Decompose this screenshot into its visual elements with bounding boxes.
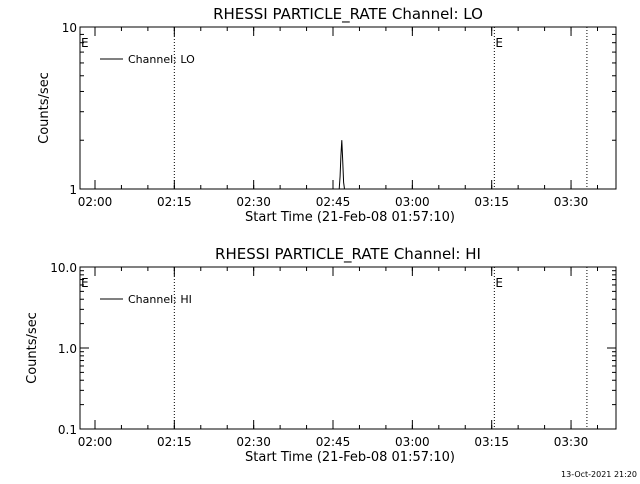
x-axis-label: Start Time (21-Feb-08 01:57:10): [245, 210, 455, 225]
y-tick-label: 1.0: [58, 342, 77, 356]
event-marker-label: E: [495, 276, 503, 290]
x-tick-label: 02:30: [236, 195, 271, 209]
x-tick-label: 03:30: [554, 435, 589, 449]
x-tick-label: 02:15: [157, 195, 192, 209]
legend-entry: Channel: HI: [128, 293, 192, 306]
y-tick-label: 10.0: [50, 261, 77, 275]
event-marker-label: E: [81, 276, 89, 290]
chart-title: RHESSI PARTICLE_RATE Channel: HI: [215, 245, 481, 264]
panel-hi-channel: RHESSI PARTICLE_RATE Channel: HI 02:00 02:…: [25, 245, 617, 465]
x-tick-label: 02:00: [78, 195, 113, 209]
y-tick-label: 0.1: [58, 423, 77, 437]
plot-frame: [79, 26, 617, 190]
legend-entry: Channel: LO: [128, 53, 195, 66]
x-axis-label: Start Time (21-Feb-08 01:57:10): [245, 450, 455, 465]
x-tick-label: 03:00: [395, 435, 430, 449]
event-marker-label: E: [81, 36, 89, 50]
x-tick-label: 02:45: [316, 195, 351, 209]
x-tick-label: 02:45: [316, 435, 351, 449]
x-tick-label: 03:30: [554, 195, 589, 209]
x-tick-label: 03:00: [395, 195, 430, 209]
plot-frame: [79, 266, 617, 430]
y-tick-label: 1: [69, 183, 77, 197]
x-tick-label: 02:15: [157, 435, 192, 449]
chart-title: RHESSI PARTICLE_RATE Channel: LO: [213, 5, 483, 24]
y-axis-label: Counts/sec: [37, 72, 52, 144]
series-line-0: [338, 140, 345, 190]
x-tick-label: 03:15: [474, 435, 509, 449]
footer-timestamp: 13-Oct-2021 21:20: [561, 470, 637, 479]
y-tick-label: 10: [62, 21, 77, 35]
panel-lo-channel: RHESSI PARTICLE_RATE Channel: LO 02:00 02:…: [37, 5, 617, 225]
x-tick-label: 03:15: [474, 195, 509, 209]
y-axis-label: Counts/sec: [25, 312, 40, 384]
event-marker-label: E: [495, 36, 503, 50]
x-tick-label: 02:00: [78, 435, 113, 449]
x-tick-label: 02:30: [236, 435, 271, 449]
